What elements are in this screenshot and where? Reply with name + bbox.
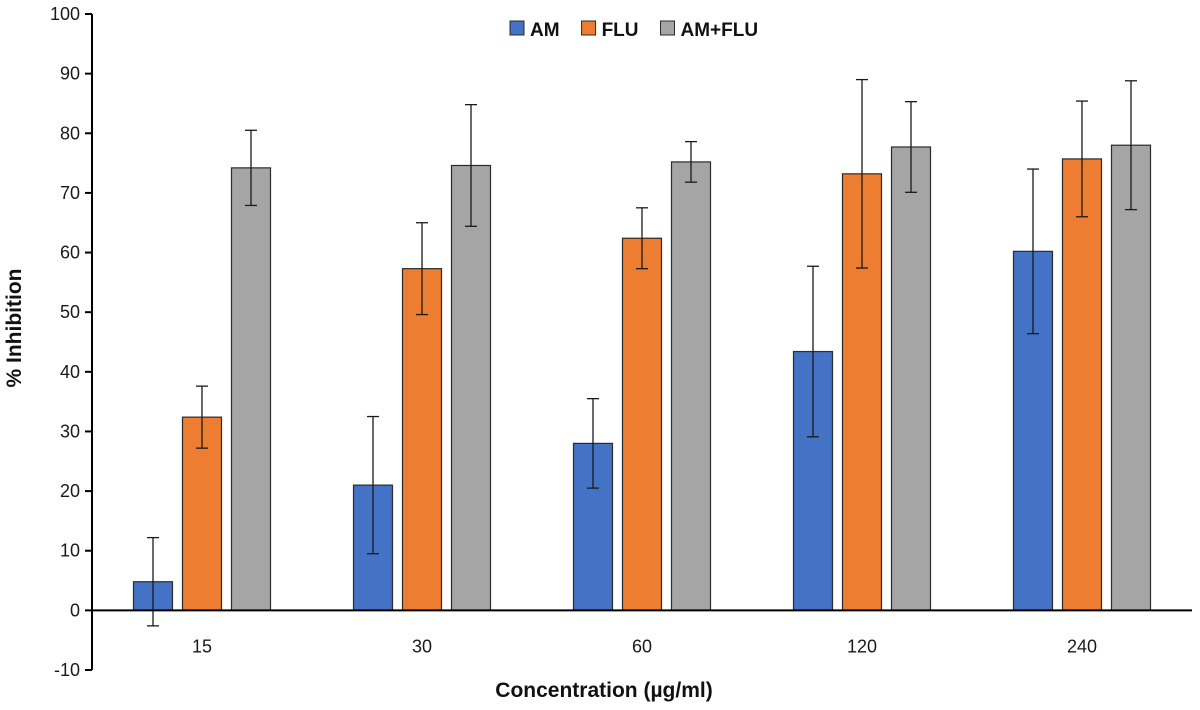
bar-flu-30 (401, 268, 443, 611)
bar-am-plus-flu-60 (670, 161, 712, 611)
error-bar (587, 398, 599, 489)
y-tick-label: 100 (50, 4, 80, 24)
y-axis-title: % Inhibition (3, 269, 26, 388)
x-tick-label: 60 (632, 636, 652, 656)
error-bar (1076, 100, 1088, 218)
bar-flu-240 (1061, 158, 1103, 611)
legend-swatch (509, 20, 525, 36)
x-tick-label: 240 (1067, 636, 1097, 656)
legend-label: AM (530, 20, 560, 41)
y-tick-label: 20 (60, 481, 80, 501)
axes (91, 14, 1192, 670)
legend-swatch (581, 20, 597, 36)
y-tick-label: 70 (60, 183, 80, 203)
error-bar (416, 222, 428, 316)
error-bar (636, 207, 648, 270)
x-axis-title: Concentration (µg/ml) (495, 679, 712, 702)
bar-am-plus-flu-15 (230, 167, 272, 611)
error-bar (685, 140, 697, 183)
error-bar (1125, 80, 1137, 211)
legend-label: FLU (602, 20, 639, 41)
y-tick-label: -10 (54, 660, 80, 680)
y-tick-label: 80 (60, 123, 80, 143)
y-tick-label: 40 (60, 362, 80, 382)
y-tick-label: 60 (60, 243, 80, 263)
x-tick-label: 120 (847, 636, 877, 656)
error-bar (1027, 168, 1039, 335)
x-tick-label: 30 (412, 636, 432, 656)
y-tick-label: 0 (70, 600, 80, 620)
y-tick-label: 90 (60, 64, 80, 84)
y-tick-label: 30 (60, 421, 80, 441)
y-tick-label: 10 (60, 541, 80, 561)
x-axis-ticks: 15 30 60 120 240 (192, 636, 1097, 656)
error-bar (245, 129, 257, 207)
legend-label: AM+FLU (681, 20, 759, 41)
bar-am-plus-flu-240 (1110, 144, 1152, 611)
y-axis-ticks: -10 0 10 20 30 40 50 60 70 80 90 100 (50, 4, 92, 680)
bar-am-plus-flu-120 (890, 146, 932, 611)
error-bar (196, 385, 208, 449)
legend: AM FLU AM+FLU (509, 20, 759, 41)
error-bar (807, 265, 819, 438)
legend-swatch (660, 20, 675, 36)
bar-flu-60 (621, 237, 663, 611)
error-bar (905, 101, 917, 193)
bar-am-plus-flu-30 (450, 164, 492, 611)
error-bar (856, 78, 868, 269)
error-bar (367, 415, 379, 555)
error-bar (465, 103, 477, 227)
y-tick-label: 50 (60, 302, 80, 322)
x-tick-label: 15 (192, 636, 212, 656)
plot-area (132, 78, 1152, 627)
